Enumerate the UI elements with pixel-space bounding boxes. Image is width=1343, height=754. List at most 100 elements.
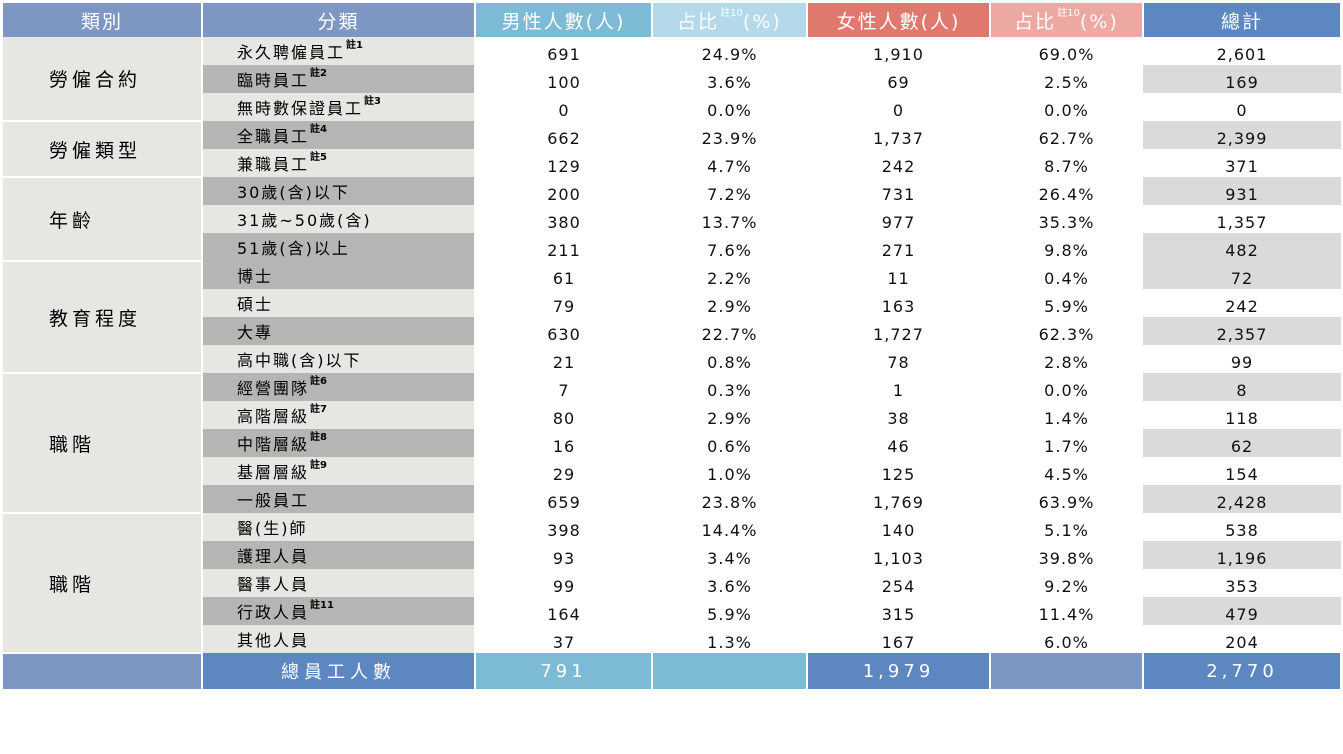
subcategory-label: 醫事人員 bbox=[237, 575, 310, 594]
table-row: 高階層級註7 80 2.9% 38 1.4% 118 bbox=[3, 401, 1341, 429]
male-percentage-cell: 5.9% bbox=[707, 604, 752, 624]
female-percentage-cell: 62.7% bbox=[1038, 128, 1095, 148]
subcategory-label: 博士 bbox=[237, 267, 274, 286]
male-percentage-cell: 0.3% bbox=[707, 380, 752, 400]
table-row: 護理人員 93 3.4% 1,103 39.8% 1,196 bbox=[3, 541, 1341, 569]
female-count-cell: 977 bbox=[881, 212, 916, 232]
footer-male-total: 791 bbox=[475, 653, 653, 689]
subcategory-label: 臨時員工 bbox=[237, 71, 310, 90]
subcategory-cell: 基層層級註9 bbox=[202, 457, 476, 485]
female-percentage-cell: 0.0% bbox=[1044, 100, 1089, 120]
male-percentage-cell: 7.2% bbox=[707, 184, 752, 204]
subcategory-cell: 醫(生)師 bbox=[202, 513, 476, 541]
female-percentage-cell: 9.2% bbox=[1044, 576, 1089, 596]
table-row: 31歲~50歲(含) 380 13.7% 977 35.3% 1,357 bbox=[3, 205, 1341, 233]
total-cell: 931 bbox=[1143, 177, 1341, 205]
total-cell: 482 bbox=[1143, 233, 1341, 261]
subcategory-label: 無時數保證員工 bbox=[237, 99, 364, 118]
header-row: 類別 分類 男性人數(人) 占比註10(%) 女性人數(人) 占比註10(%) … bbox=[3, 3, 1342, 37]
male-count-cell: 691 bbox=[547, 44, 581, 64]
table-body: 勞僱合約 永久聘僱員工註1 691 24.9% 1,910 69.0% 2,601 臨時員工註… bbox=[3, 37, 1341, 654]
footnote-marker: 註11 bbox=[310, 600, 334, 611]
category-cell: 職階 bbox=[3, 513, 203, 654]
header-female-pct-note: 註10 bbox=[1057, 7, 1080, 19]
male-percentage-cell: 2.2% bbox=[707, 268, 752, 288]
female-count-cell: 69 bbox=[887, 72, 910, 92]
male-count-cell: 630 bbox=[547, 324, 581, 344]
footnote-marker: 註7 bbox=[310, 404, 327, 415]
male-percentage-cell: 3.6% bbox=[707, 576, 752, 596]
header-male-percentage: 占比註10(%) bbox=[652, 3, 808, 37]
female-count-cell: 242 bbox=[881, 156, 916, 176]
male-percentage-cell: 0.0% bbox=[707, 100, 752, 120]
total-cell: 538 bbox=[1143, 513, 1341, 541]
category-cell: 年齡 bbox=[3, 177, 203, 262]
subcategory-cell: 大專 bbox=[202, 317, 476, 345]
male-count-cell: 380 bbox=[547, 212, 581, 232]
footer-row: 總員工人數 791 1,979 2,770 bbox=[3, 653, 1342, 689]
male-percentage-cell: 24.9% bbox=[701, 44, 758, 64]
header-female-pct-label: 占比 bbox=[1014, 10, 1057, 33]
total-cell: 62 bbox=[1143, 429, 1341, 457]
subcategory-cell: 碩士 bbox=[202, 289, 476, 317]
male-count-cell: 79 bbox=[552, 296, 576, 316]
female-count-cell: 0 bbox=[892, 100, 905, 120]
subcategory-cell: 醫事人員 bbox=[202, 569, 476, 597]
subcategory-label: 高階層級 bbox=[237, 407, 310, 426]
female-count-cell: 46 bbox=[887, 436, 910, 456]
subcategory-label: 基層層級 bbox=[237, 463, 310, 482]
subcategory-cell: 永久聘僱員工註1 bbox=[202, 37, 476, 65]
header-female-count: 女性人數(人) bbox=[807, 3, 991, 37]
footnote-marker: 註3 bbox=[364, 96, 381, 107]
footer-label: 總員工人數 bbox=[202, 653, 476, 689]
male-percentage-cell: 13.7% bbox=[701, 212, 758, 232]
male-count-cell: 37 bbox=[552, 632, 576, 652]
female-count-cell: 254 bbox=[881, 576, 916, 596]
subcategory-label: 大專 bbox=[237, 323, 274, 342]
footnote-marker: 註2 bbox=[310, 68, 327, 79]
total-cell: 2,399 bbox=[1143, 121, 1341, 149]
total-cell: 1,357 bbox=[1143, 205, 1341, 233]
female-count-cell: 140 bbox=[881, 520, 916, 540]
male-percentage-cell: 23.9% bbox=[701, 128, 758, 148]
female-percentage-cell: 8.7% bbox=[1044, 156, 1089, 176]
subcategory-label: 碩士 bbox=[237, 295, 274, 314]
total-cell: 479 bbox=[1143, 597, 1341, 625]
header-subcategory: 分類 bbox=[202, 3, 476, 37]
male-count-cell: 29 bbox=[552, 464, 576, 484]
male-count-cell: 61 bbox=[552, 268, 576, 288]
male-count-cell: 21 bbox=[552, 352, 576, 372]
subcategory-cell: 行政人員註11 bbox=[202, 597, 476, 625]
female-count-cell: 1,910 bbox=[873, 44, 924, 64]
table-row: 年齡 30歲(含)以下 200 7.2% 731 26.4% 931 bbox=[3, 177, 1341, 262]
table-row: 職階 經營團隊註6 7 0.3% 1 0.0% 8 bbox=[3, 373, 1341, 514]
female-count-cell: 1,769 bbox=[873, 492, 924, 512]
male-count-cell: 659 bbox=[547, 492, 581, 512]
male-percentage-cell: 14.4% bbox=[701, 520, 758, 540]
total-cell: 2,428 bbox=[1143, 485, 1341, 513]
subcategory-label: 其他人員 bbox=[237, 631, 310, 650]
total-cell: 2,601 bbox=[1143, 37, 1341, 65]
footer-female-total: 1,979 bbox=[807, 653, 991, 689]
subcategory-label: 全職員工 bbox=[237, 127, 310, 146]
female-count-cell: 731 bbox=[881, 184, 916, 204]
female-percentage-cell: 0.0% bbox=[1044, 380, 1089, 400]
male-percentage-cell: 3.6% bbox=[707, 72, 752, 92]
female-count-cell: 167 bbox=[881, 632, 916, 652]
header-male-count: 男性人數(人) bbox=[475, 3, 653, 37]
table-row: 中階層級註8 16 0.6% 46 1.7% 62 bbox=[3, 429, 1341, 457]
footer-male-pct-blank bbox=[652, 653, 808, 689]
female-count-cell: 1 bbox=[892, 380, 905, 400]
header-male-pct-label: 占比 bbox=[677, 10, 720, 33]
subcategory-label: 醫(生)師 bbox=[237, 519, 308, 538]
subcategory-cell: 經營團隊註6 bbox=[202, 373, 476, 401]
table-row: 高中職(含)以下 21 0.8% 78 2.8% 99 bbox=[3, 345, 1341, 373]
female-count-cell: 315 bbox=[881, 604, 916, 624]
total-cell: 154 bbox=[1143, 457, 1341, 485]
male-percentage-cell: 7.6% bbox=[707, 240, 752, 260]
table-row: 基層層級註9 29 1.0% 125 4.5% 154 bbox=[3, 457, 1341, 485]
footnote-marker: 註1 bbox=[346, 40, 363, 51]
subcategory-cell: 31歲~50歲(含) bbox=[202, 205, 476, 233]
female-percentage-cell: 2.5% bbox=[1044, 72, 1089, 92]
footnote-marker: 註6 bbox=[310, 376, 327, 387]
